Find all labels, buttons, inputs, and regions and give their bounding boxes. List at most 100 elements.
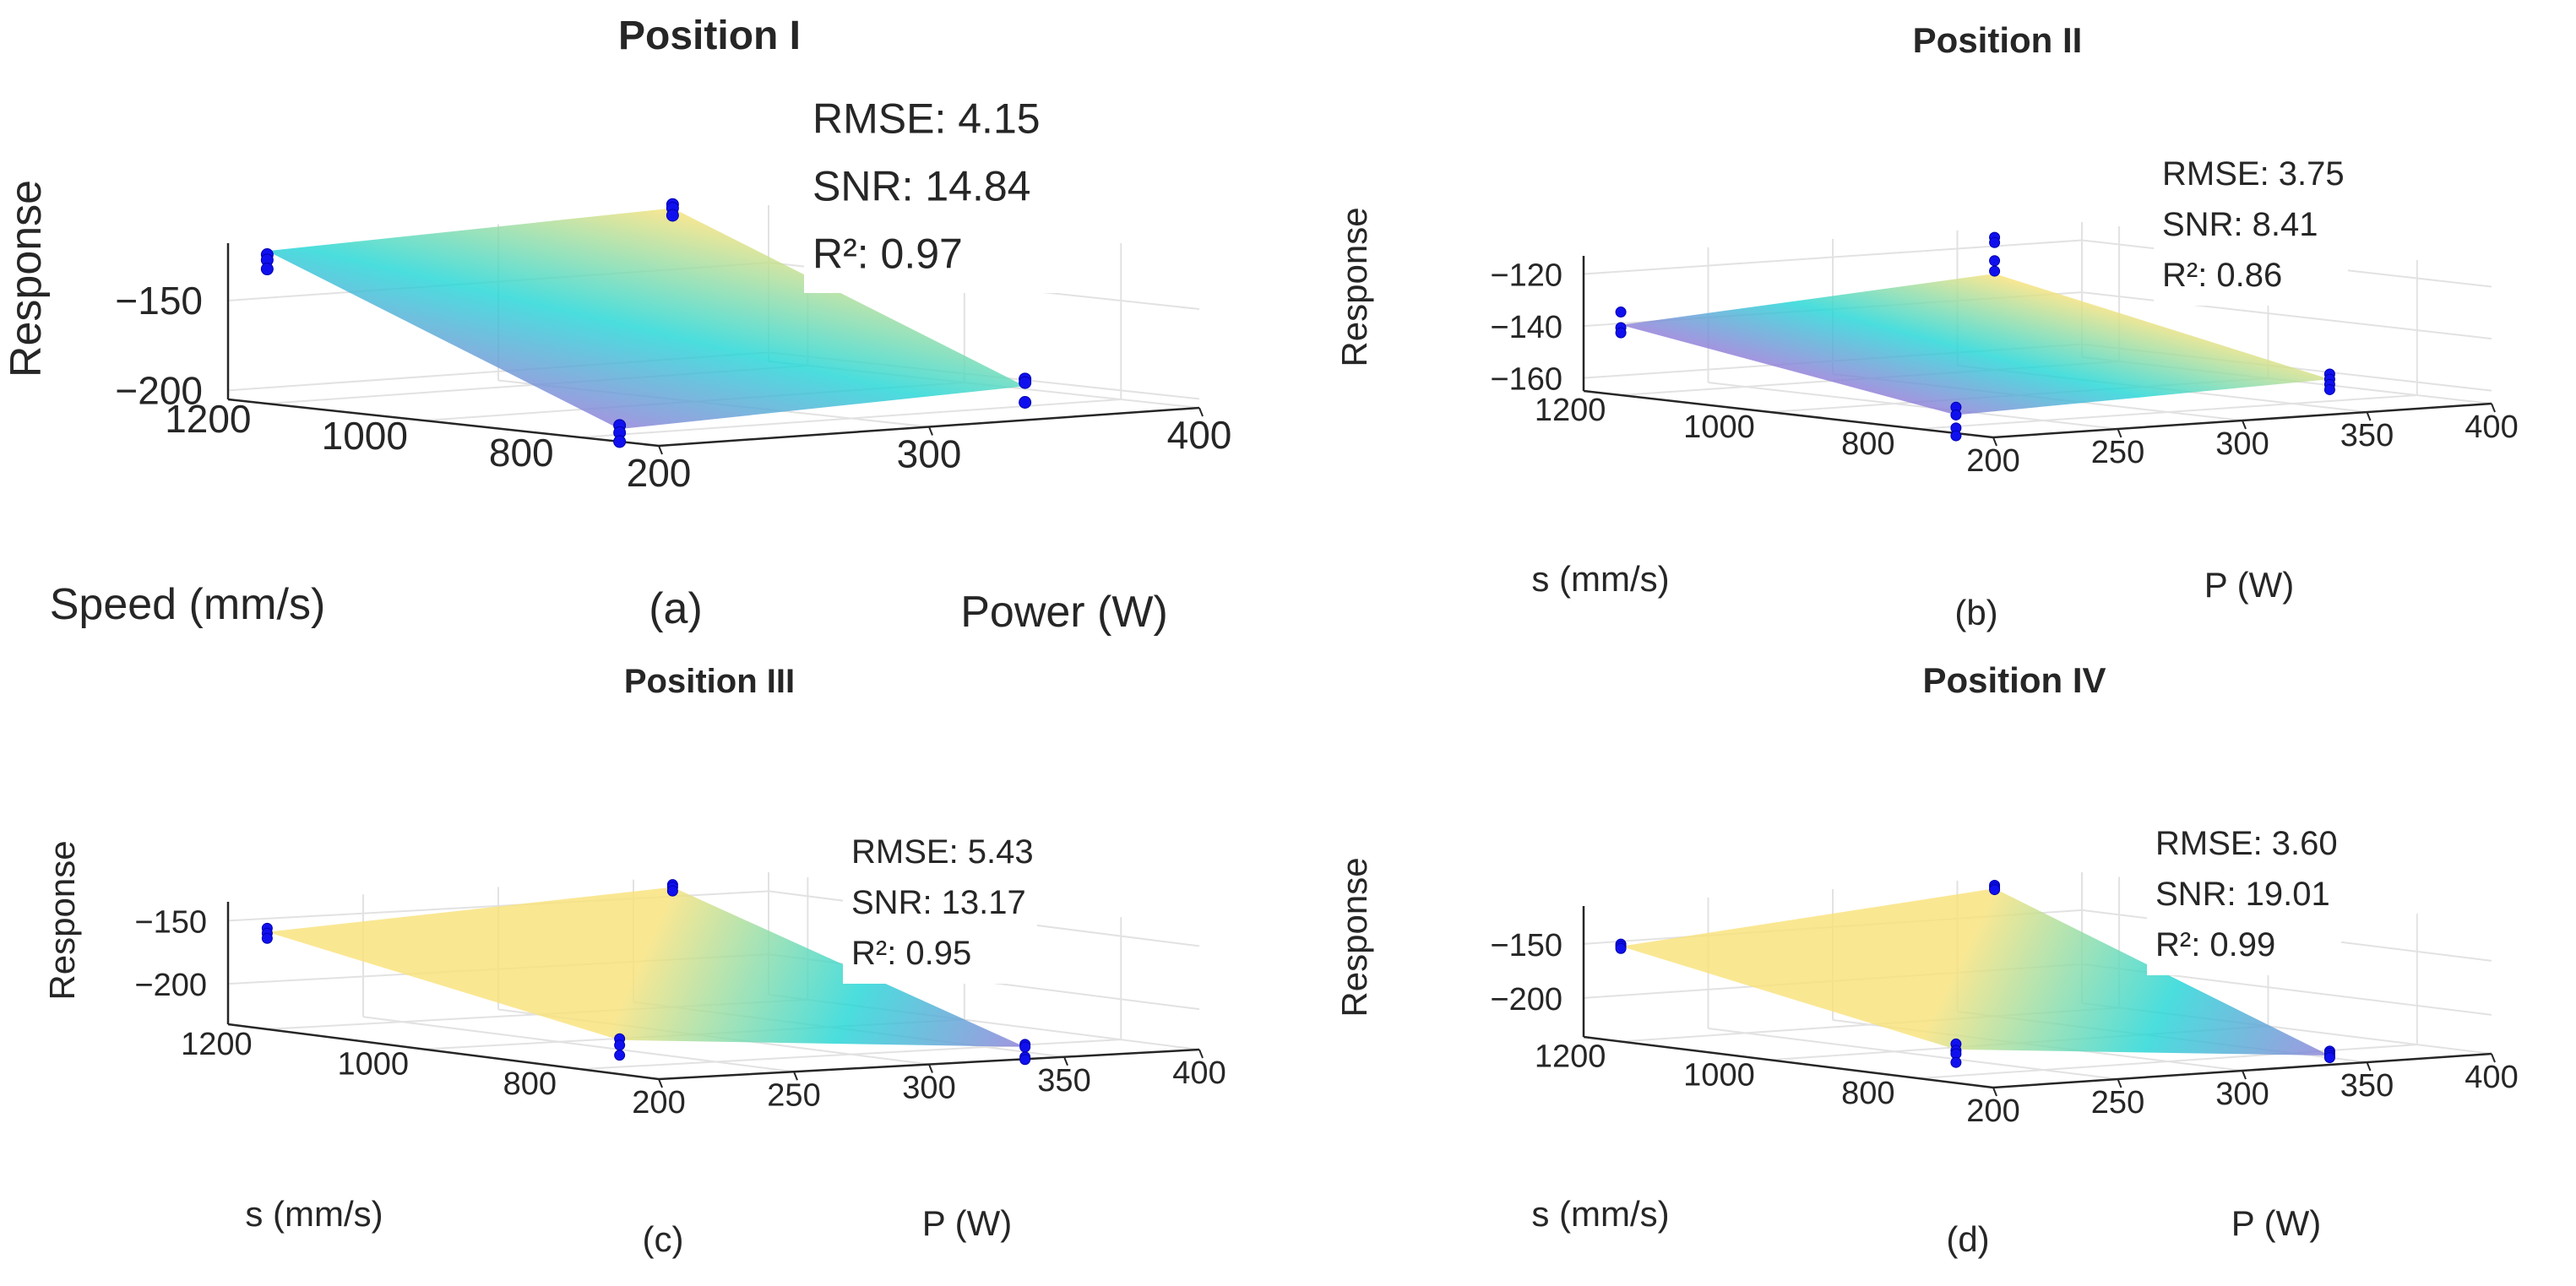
data-point: [1989, 255, 2001, 267]
x-tick-mark: [2117, 1078, 2122, 1088]
r-squared-text: R²: 0.97: [812, 230, 963, 277]
data-point: [1950, 409, 1962, 421]
x-tick-mark: [2366, 411, 2372, 421]
y-tick-label: 800: [503, 1066, 557, 1102]
y-axis-label: s (mm/s): [1531, 559, 1669, 599]
x-tick-mark: [1198, 407, 1204, 417]
y-axis-line: [1583, 1035, 1994, 1089]
x-tick-mark: [658, 445, 663, 455]
panel-3: 200 250 300 350 400 800 1000 1200 −150 −200 P (W) s…: [42, 663, 1226, 1259]
fitted-surface: [1621, 888, 2330, 1055]
z-tick-label: −150: [1490, 928, 1562, 963]
data-point: [613, 435, 627, 448]
fitted-surface: [1621, 274, 2330, 415]
grid-line: [580, 1039, 1122, 1071]
stats-box: [843, 823, 1037, 984]
y-tick-label: 800: [1841, 1076, 1894, 1111]
stats-box: [2147, 815, 2341, 975]
x-tick-mark: [1198, 1049, 1204, 1059]
snr-text: SNR: 13.17: [851, 884, 1026, 921]
z-axis-label: Response: [1334, 857, 1374, 1017]
data-point: [1615, 307, 1627, 318]
y-axis-label: s (mm/s): [245, 1194, 383, 1234]
y-axis-line: [227, 398, 660, 448]
snr-text: SNR: 19.01: [2155, 876, 2330, 913]
panel-title: Position III: [624, 663, 795, 700]
data-point: [1019, 395, 1032, 409]
x-axis-label: Power (W): [960, 588, 1168, 637]
grid-line: [580, 399, 1122, 438]
x-tick-label: 300: [902, 1071, 955, 1106]
snr-text: SNR: 14.84: [812, 162, 1030, 209]
x-tick-label: 400: [1167, 413, 1232, 457]
panel-label: (c): [643, 1219, 684, 1259]
data-point: [614, 1050, 626, 1061]
x-tick-label: 200: [627, 451, 692, 495]
data-point: [1950, 1056, 1962, 1068]
z-tick-label: −120: [1490, 258, 1562, 294]
panel-2: 200 250 300 350 400 800 1000 1200 −120 −140 −160 P …: [1334, 20, 2519, 632]
data-point: [1019, 376, 1032, 389]
y-tick-label: 1200: [1535, 393, 1606, 428]
y-tick-label: 800: [489, 431, 554, 475]
z-tick-label: −160: [1490, 362, 1562, 398]
panel-title: Position IV: [1922, 660, 2106, 700]
r-squared-text: R²: 0.95: [851, 935, 971, 972]
x-tick-mark: [658, 1078, 663, 1088]
x-tick-label: 350: [2340, 418, 2394, 453]
y-axis-label: s (mm/s): [1531, 1194, 1669, 1234]
x-tick-mark: [1063, 1056, 1068, 1066]
data-point: [2323, 383, 2335, 395]
x-tick-label: 200: [632, 1085, 685, 1121]
x-axis-label: P (W): [2231, 1203, 2322, 1243]
x-axis-label: P (W): [2204, 565, 2295, 605]
panel-title: Position I: [618, 14, 801, 58]
panel-label: (b): [1954, 593, 1997, 632]
data-point: [1989, 236, 2001, 248]
x-tick-label: 300: [897, 432, 962, 476]
data-point: [1615, 327, 1627, 339]
z-tick-label: −200: [134, 968, 207, 1003]
data-point: [261, 932, 273, 944]
y-axis-label: Speed (mm/s): [50, 580, 326, 629]
data-point: [1989, 265, 2001, 277]
y-axis-line: [1583, 389, 1994, 439]
data-point: [1019, 1054, 1031, 1066]
rmse-text: RMSE: 3.75: [2162, 155, 2345, 193]
y-tick-label: 800: [1841, 426, 1894, 462]
panel-label: (a): [649, 584, 703, 633]
fitted-surface: [267, 887, 1025, 1047]
grid-line: [1708, 382, 2118, 430]
rmse-text: RMSE: 4.15: [812, 95, 1041, 142]
data-point: [2323, 1052, 2335, 1064]
snr-text: SNR: 8.41: [2162, 206, 2318, 243]
x-tick-label: 350: [2340, 1068, 2394, 1104]
z-axis-label: Response: [2, 180, 51, 377]
fitted-surface: [267, 208, 1025, 430]
data-point: [1950, 430, 1962, 442]
x-tick-label: 200: [1966, 443, 2019, 479]
z-axis-label: Response: [42, 840, 82, 1000]
x-tick-label: 300: [2215, 426, 2269, 462]
z-tick-label: −200: [1490, 982, 1562, 1017]
r-squared-text: R²: 0.99: [2155, 926, 2275, 963]
x-tick-mark: [2491, 1053, 2496, 1063]
z-tick-label: −150: [115, 279, 203, 323]
y-tick-label: 1200: [165, 397, 251, 441]
x-tick-label: 250: [2091, 1085, 2144, 1121]
y-tick-label: 1000: [1683, 410, 1755, 445]
grid-line: [1708, 1028, 2118, 1080]
x-tick-label: 250: [767, 1077, 820, 1113]
panel-1: 200 300 400 800 1000 1200 −150 −200 Power (W) Spe…: [2, 14, 1231, 637]
x-tick-label: 300: [2215, 1077, 2269, 1112]
x-tick-mark: [928, 426, 933, 436]
x-tick-mark: [928, 1064, 933, 1073]
rmse-text: RMSE: 5.43: [851, 833, 1034, 871]
x-tick-label: 400: [1172, 1055, 1226, 1091]
x-tick-label: 350: [1037, 1063, 1090, 1099]
grid-line: [2081, 291, 2492, 340]
x-axis-label: P (W): [922, 1203, 1013, 1243]
data-point: [666, 209, 679, 222]
panel-4: 200 250 300 350 400 800 1000 1200 −150 −200 P (W) s…: [1334, 660, 2519, 1259]
